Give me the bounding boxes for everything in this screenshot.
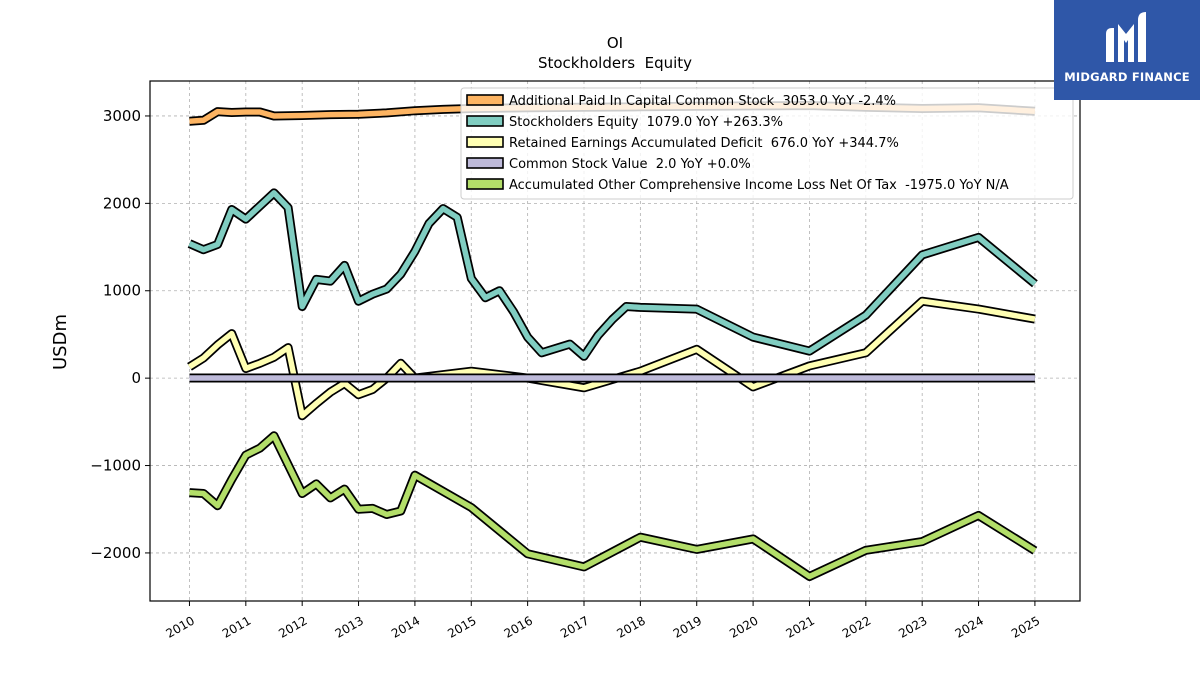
x-tick-label: 2019 (671, 613, 704, 640)
series-5 (189, 431, 1038, 581)
legend-swatch (466, 115, 504, 127)
x-ticks: 2010 2011 2012 2013 2014 2015 2016 2017 2018 2019… (164, 601, 1042, 641)
y-axis-label: USDm (50, 314, 71, 370)
legend-swatch (466, 94, 504, 106)
x-tick-label: 2021 (784, 613, 817, 640)
legend-label: Common Stock Value 2.0 YoY +0.0% (509, 157, 751, 172)
x-tick-label: 2010 (164, 613, 197, 640)
y-tick-label: 1000 (103, 282, 141, 300)
x-tick-label: 2015 (445, 613, 478, 640)
legend-label: Retained Earnings Accumulated Deficit 67… (509, 136, 899, 151)
series-line (188, 190, 1037, 360)
x-tick-label: 2024 (953, 613, 986, 640)
x-tick-label: 2011 (220, 613, 253, 640)
y-tick-label: 0 (131, 369, 141, 387)
chart-subtitle: Stockholders Equity (538, 54, 692, 72)
legend-label: Stockholders Equity 1079.0 YoY +263.3% (509, 115, 783, 130)
y-tick-label: 3000 (103, 107, 141, 125)
legend: Additional Paid In Capital Common Stock … (460, 87, 1074, 200)
logo-text: MIDGARD FINANCE (1064, 70, 1190, 84)
legend-label: Accumulated Other Comprehensive Income L… (509, 178, 1009, 193)
x-tick-label: 2017 (558, 613, 591, 640)
x-tick-label: 2012 (276, 613, 309, 640)
x-tick-label: 2022 (840, 613, 873, 640)
y-tick-label: −1000 (90, 457, 141, 475)
legend-swatch (466, 157, 504, 169)
series-2 (187, 188, 1038, 361)
legend-swatch (466, 178, 504, 190)
x-tick-label: 2013 (333, 613, 366, 640)
midgard-finance-logo: MIDGARD FINANCE (1054, 0, 1200, 100)
x-tick-label: 2023 (896, 613, 929, 640)
series-line (189, 433, 1037, 580)
chart-title: OI (607, 34, 623, 52)
x-tick-label: 2025 (1009, 613, 1042, 640)
y-tick-label: −2000 (90, 544, 141, 562)
midgard-logo-icon (1106, 12, 1146, 62)
legend-label: Additional Paid In Capital Common Stock … (509, 94, 896, 109)
x-tick-label: 2020 (727, 613, 760, 640)
x-tick-label: 2018 (614, 613, 647, 640)
y-ticks: −2000 −1000 0 1000 2000 3000 (90, 107, 150, 562)
x-tick-label: 2016 (502, 613, 535, 640)
plot-frame (149, 80, 1081, 602)
legend-box (460, 87, 1074, 200)
series-line-outline (187, 188, 1038, 361)
legend-swatch (466, 136, 504, 148)
y-tick-label: 2000 (103, 194, 141, 212)
series-line-outline (189, 431, 1038, 581)
x-tick-label: 2014 (389, 613, 422, 640)
